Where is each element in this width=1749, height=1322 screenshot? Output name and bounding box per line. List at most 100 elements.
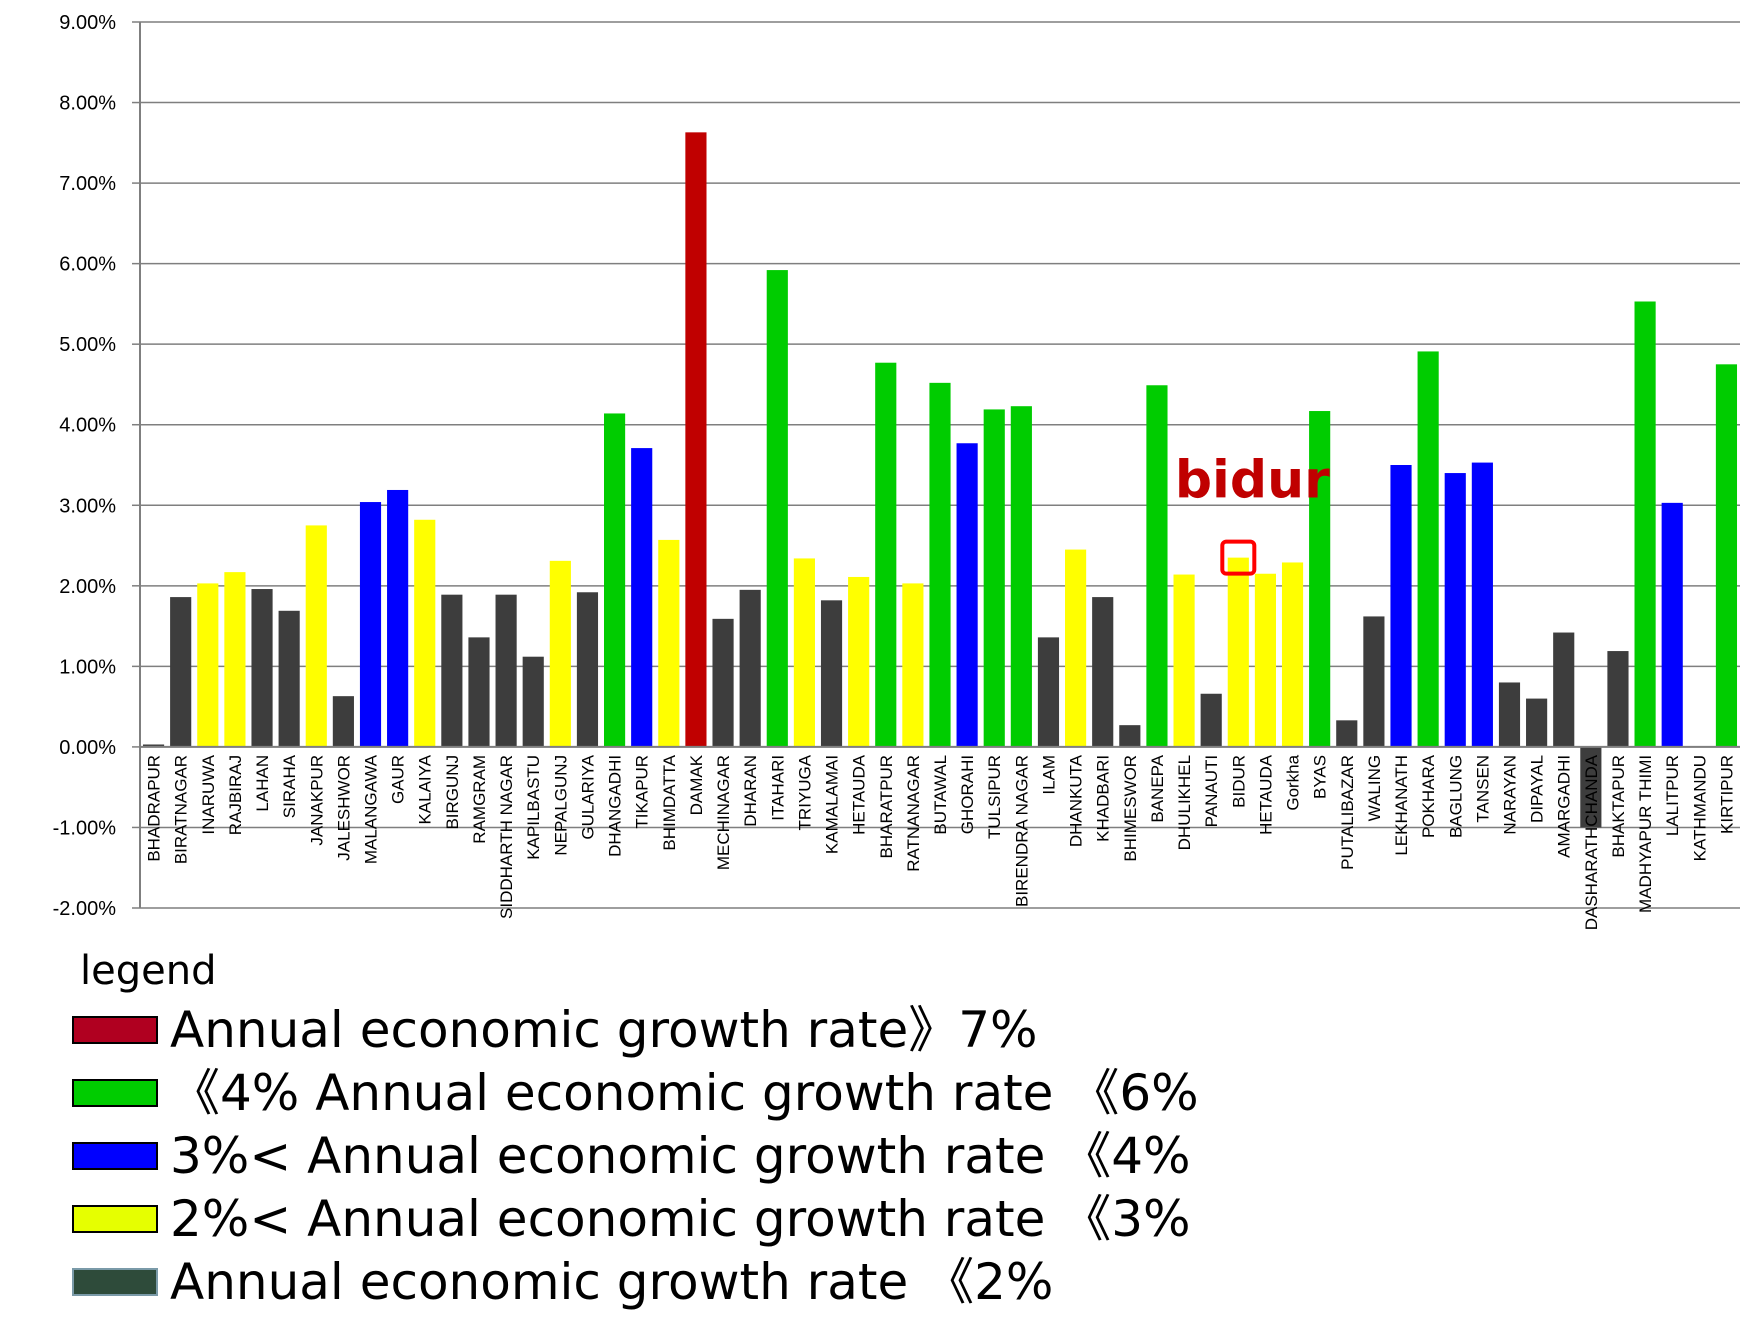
category-label: MALANGAWA (362, 754, 381, 864)
bar (739, 589, 761, 747)
category-label: LAHAN (253, 755, 272, 812)
legend-swatch (72, 1141, 158, 1170)
category-label: PUTALIBAZAR (1338, 755, 1357, 870)
bar (1444, 473, 1466, 747)
bar (712, 618, 734, 747)
category-label: SIRAHA (280, 754, 299, 818)
bar (1390, 465, 1412, 747)
category-label: DAMAK (687, 754, 706, 815)
bar (1065, 549, 1087, 747)
bar (495, 594, 517, 747)
category-label: HETAUDA (850, 754, 869, 835)
category-label: HETAUDA (1256, 754, 1275, 835)
category-label: GULARIYA (578, 754, 597, 839)
bar (793, 558, 815, 747)
bar (1498, 682, 1521, 747)
legend-label: 3%< Annual economic growth rate 《4% (170, 1126, 1191, 1185)
bar (1281, 562, 1304, 747)
bar (1092, 597, 1114, 747)
bar (1010, 406, 1032, 747)
y-tick-label: -2.00% (53, 898, 117, 920)
legend-item-under-2: Annual economic growth rate 《2% (72, 1250, 1272, 1313)
bar (685, 132, 707, 747)
category-label: BAGLUNG (1446, 755, 1465, 838)
category-label: RAMGRAM (470, 755, 489, 844)
category-label: KAMALAMAI (823, 755, 842, 854)
category-label: ILAM (1039, 755, 1058, 795)
category-label: MECHINAGAR (714, 755, 733, 870)
category-label: BHIMESWOR (1121, 755, 1140, 862)
category-label: GAUR (389, 755, 408, 804)
category-label: DHANKUTA (1067, 754, 1086, 847)
bar (1471, 462, 1493, 747)
bar (1661, 502, 1683, 747)
legend-title: legend (80, 948, 217, 994)
y-tick-label: 0.00% (59, 737, 116, 759)
bar (1254, 573, 1276, 747)
legend-item-4-to-6: 《4% Annual economic growth rate 《6% (72, 1061, 1272, 1124)
category-label: BHAKTAPUR (1609, 755, 1628, 858)
category-label: JALESHWOR (334, 755, 353, 861)
legend-item-3-to-4: 3%< Annual economic growth rate 《4% (72, 1124, 1272, 1187)
category-label: BYAS (1311, 755, 1330, 799)
category-label: BIRGUNJ (443, 755, 462, 830)
bar (956, 443, 978, 747)
category-label: TIKAPUR (633, 755, 652, 829)
bar (576, 592, 599, 747)
category-label: SIDDHARTH NAGAR (497, 755, 516, 919)
category-label: LEKHANATH (1392, 755, 1411, 856)
bar (1309, 411, 1331, 747)
bar (902, 583, 924, 747)
legend-label: 2%< Annual economic growth rate 《3% (170, 1189, 1191, 1248)
bar (1119, 725, 1141, 747)
category-label: WALING (1365, 755, 1384, 821)
bar (170, 597, 192, 747)
category-label: DIPAYAL (1528, 755, 1547, 823)
bar (359, 502, 382, 747)
bar (278, 610, 300, 747)
bar (549, 560, 571, 747)
bar (1417, 351, 1439, 747)
bar (1200, 693, 1222, 747)
category-label: BUTAWAL (931, 755, 950, 835)
category-label: LALITPUR (1663, 755, 1682, 836)
bar (929, 382, 951, 747)
bar (305, 525, 327, 747)
category-label: DASHARATHCHANDA (1582, 754, 1601, 930)
category-label: GHORAHI (958, 755, 977, 834)
bar (848, 576, 870, 747)
bar (766, 270, 788, 747)
category-label: Gorkha (1284, 754, 1303, 810)
category-label: BIRENDRA NAGAR (1012, 755, 1031, 907)
y-tick-label: -1.00% (53, 817, 117, 839)
annotation-box (1220, 539, 1257, 576)
bar (1363, 616, 1385, 747)
bar (468, 637, 490, 747)
bar-chart: 9.00% 8.00% 7.00% 6.00% 5.00% 4.00% 3.00% 2.00%… (53, 12, 1740, 930)
category-label: RATNANAGAR (904, 755, 923, 872)
category-label: ITAHARI (768, 755, 787, 821)
bar (522, 656, 544, 747)
bar (1336, 720, 1358, 747)
bar (1607, 651, 1629, 747)
bar (224, 572, 246, 747)
category-label: RAJBIRAJ (226, 755, 245, 835)
category-label: BHIMDATTA (660, 754, 679, 850)
legend-label: 《4% Annual economic growth rate 《6% (170, 1063, 1199, 1122)
bar (1146, 385, 1168, 747)
category-label: BIRATNAGAR (172, 755, 191, 864)
bar (820, 600, 843, 747)
legend-swatch (72, 1078, 158, 1107)
legend-item-2-to-3: 2%< Annual economic growth rate 《3% (72, 1187, 1272, 1250)
category-label: BHARATPUR (877, 755, 896, 859)
legend-swatch (72, 1015, 158, 1044)
y-tick-label: 9.00% (59, 12, 116, 34)
legend-swatch (72, 1204, 158, 1233)
legend-label: Annual economic growth rate 《2% (170, 1252, 1054, 1311)
y-tick-label: 1.00% (59, 656, 116, 678)
category-label: BHADRAPUR (145, 755, 164, 862)
category-label: DHARAN (741, 755, 760, 827)
bar (197, 583, 219, 747)
legend: legend Annual economic growth rate》7% 《4… (72, 948, 1272, 1313)
category-label: TANSEN (1473, 755, 1492, 823)
